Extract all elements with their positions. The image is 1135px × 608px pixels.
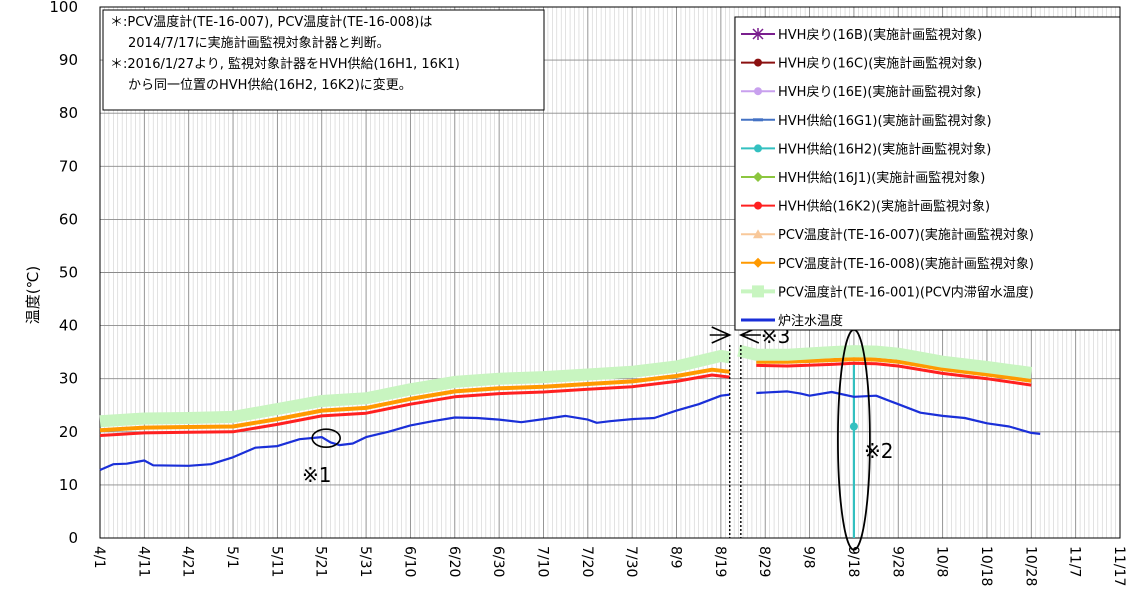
series-line — [99, 349, 731, 428]
legend-marker — [753, 118, 763, 122]
legend-marker — [752, 285, 764, 298]
series-line — [756, 357, 1032, 383]
legend-item: 炉注水温度 — [741, 313, 843, 329]
x-tick-label: 9/8 — [801, 546, 817, 569]
x-tick-label: 11/7 — [1067, 546, 1083, 577]
legend-label: 炉注水温度 — [778, 313, 843, 329]
note-box: ＊:PCV温度計(TE-16-007), PCV温度計(TE-16-008)は 2… — [102, 9, 545, 111]
x-tick-label: 6/30 — [490, 546, 506, 577]
x-tick-label: 9/18 — [845, 546, 861, 577]
legend-label: PCV温度計(TE-16-008)(実施計画監視対象) — [778, 256, 1034, 272]
x-tick-label: 7/20 — [579, 546, 595, 577]
legend-item: PCV温度計(TE-16-001)(PCV内滞留水温度) — [741, 284, 1034, 300]
x-tick-label: 5/31 — [357, 546, 373, 577]
legend-marker — [753, 257, 763, 268]
annotation-label-2: ※2 — [864, 439, 893, 463]
legend-label: HVH戻り(16C)(実施計画監視対象) — [778, 56, 982, 72]
x-tick-label: 4/11 — [135, 546, 151, 577]
series-layer — [99, 344, 1041, 538]
legend: HVH戻り(16B)(実施計画監視対象) HVH戻り(16C)(実施計画監視対象)… — [734, 16, 1121, 331]
legend-label: HVH戻り(16E)(実施計画監視対象) — [778, 84, 982, 100]
legend-frame — [734, 16, 1121, 331]
legend-label: HVH供給(16J1)(実施計画監視対象) — [778, 170, 985, 186]
legend-label: HVH供給(16G1)(実施計画監視対象) — [778, 113, 992, 129]
y-tick-label: 70 — [59, 157, 78, 175]
x-tick-label: 9/28 — [889, 546, 905, 577]
y-tick-label: 10 — [59, 476, 78, 494]
note-line: ＊:2016/1/27より, 監視対象計器をHVH供給(16H1, 16K1) — [110, 56, 460, 72]
x-tick-label: 10/18 — [978, 546, 994, 586]
x-tick-label: 8/9 — [668, 546, 684, 569]
legend-label: PCV温度計(TE-16-001)(PCV内滞留水温度) — [778, 284, 1034, 300]
legend-marker — [753, 172, 763, 182]
legend-marker — [754, 144, 762, 153]
legend-label: PCV温度計(TE-16-007)(実施計画監視対象) — [778, 227, 1034, 243]
legend-item: PCV温度計(TE-16-008)(実施計画監視対象) — [741, 256, 1034, 272]
x-tick-label: 7/30 — [623, 546, 639, 577]
legend-marker — [754, 201, 762, 210]
y-axis-ticks: 0 10 20 30 40 50 60 70 80 90 100 — [49, 0, 78, 547]
y-tick-label: 80 — [59, 104, 78, 122]
series-line — [756, 361, 1032, 387]
legend-item: HVH供給(16H2)(実施計画監視対象) — [741, 141, 991, 157]
x-tick-label: 5/11 — [268, 546, 284, 577]
annotation-label-1: ※1 — [302, 463, 331, 487]
legend-item: HVH戻り(16E)(実施計画監視対象) — [741, 84, 982, 100]
y-tick-label: 50 — [59, 264, 78, 282]
y-tick-label: 90 — [59, 51, 78, 69]
series-line — [756, 390, 1041, 435]
x-tick-label: 10/8 — [934, 546, 950, 577]
legend-item: HVH戻り(16B)(実施計画監視対象) — [741, 27, 982, 43]
x-tick-label: 6/20 — [446, 546, 462, 577]
x-tick-label: 5/1 — [224, 546, 240, 569]
y-tick-label: 100 — [49, 0, 78, 16]
note-box-frame — [102, 9, 545, 111]
series-point — [849, 422, 858, 431]
legend-marker — [753, 229, 763, 239]
y-tick-label: 20 — [59, 423, 78, 441]
legend-label: HVH供給(16H2)(実施計画監視対象) — [778, 141, 991, 157]
legend-label: HVH戻り(16B)(実施計画監視対象) — [778, 27, 982, 43]
x-tick-label: 7/10 — [534, 546, 550, 577]
x-tick-label: 6/10 — [401, 546, 417, 577]
legend-item: HVH供給(16J1)(実施計画監視対象) — [741, 170, 985, 186]
x-tick-label: 8/29 — [756, 546, 772, 577]
legend-label: HVH供給(16K2)(実施計画監視対象) — [778, 199, 990, 215]
x-axis-ticks: 4/1 4/11 4/21 5/1 5/11 5/21 5/31 6/10 6/20 6/30 7/… — [91, 546, 1127, 586]
annotation-arrow-right — [709, 326, 732, 344]
series-line — [99, 393, 730, 472]
note-line: ＊:PCV温度計(TE-16-007), PCV温度計(TE-16-008)は — [110, 14, 432, 30]
legend-marker — [754, 87, 762, 96]
y-tick-label: 60 — [59, 210, 78, 228]
x-tick-label: 10/28 — [1022, 546, 1038, 586]
y-tick-label: 40 — [59, 317, 78, 335]
annotation-ellipse-1 — [311, 428, 341, 448]
legend-item: HVH戻り(16C)(実施計画監視対象) — [741, 56, 982, 72]
y-tick-label: 0 — [68, 529, 78, 547]
series-line — [99, 367, 730, 433]
legend-marker — [754, 58, 762, 67]
legend-marker — [752, 28, 764, 40]
x-tick-label: 4/1 — [91, 546, 107, 569]
y-tick-label: 30 — [59, 370, 78, 388]
note-line: 2014/7/17に実施計画監視対象計器と判断。 — [128, 35, 390, 51]
series-line — [99, 373, 730, 437]
series-line — [737, 344, 1033, 379]
x-tick-label: 8/19 — [712, 546, 728, 577]
x-tick-label: 5/21 — [313, 546, 329, 577]
note-line: から同一位置のHVH供給(16H2, 16K2)に変更。 — [128, 77, 412, 93]
x-tick-label: 4/21 — [180, 546, 196, 577]
legend-item: HVH供給(16G1)(実施計画監視対象) — [741, 113, 992, 129]
x-tick-label: 11/17 — [1111, 546, 1127, 586]
y-axis-label: 温度(℃) — [24, 266, 42, 325]
legend-item: HVH供給(16K2)(実施計画監視対象) — [741, 199, 990, 215]
legend-item: PCV温度計(TE-16-007)(実施計画監視対象) — [741, 227, 1034, 243]
